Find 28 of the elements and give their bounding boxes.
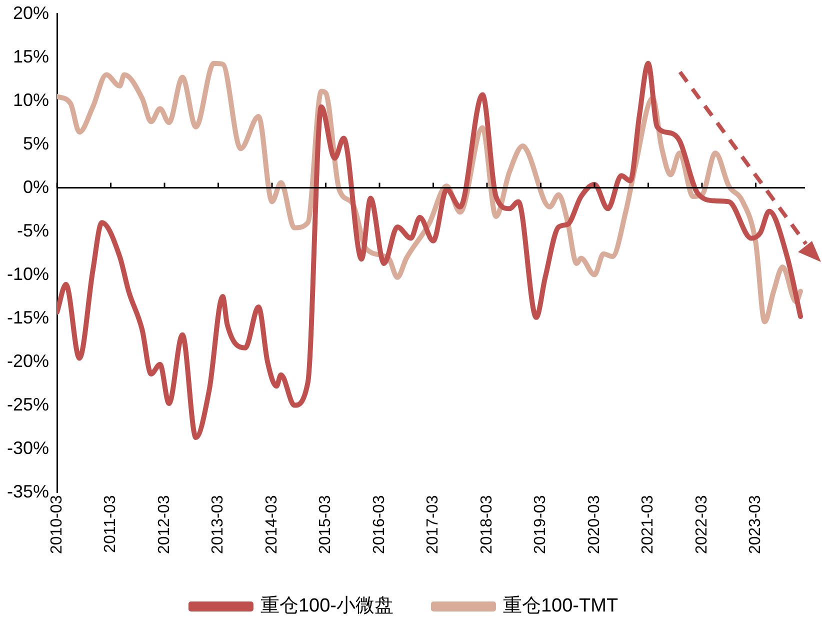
x-tick-label: 2018-03: [478, 495, 496, 554]
y-tick-label: -30%: [6, 438, 50, 458]
y-tick-label: -10%: [6, 264, 50, 284]
x-tick-label: 2010-03: [48, 495, 66, 554]
x-tick-label: 2023-03: [747, 495, 764, 554]
y-tick-label: -20%: [6, 350, 50, 371]
legend-label: 重仓100-小微盘: [260, 596, 394, 617]
legend-label: 重仓100-TMT: [502, 596, 618, 617]
x-tick-label: 2016-03: [370, 495, 388, 554]
x-tick-label: 2012-03: [156, 495, 173, 554]
y-tick-label: -25%: [6, 394, 50, 414]
x-tick-label: 2015-03: [317, 495, 334, 554]
y-tick-label: -15%: [6, 307, 50, 328]
x-tick-label: 2014-03: [263, 495, 280, 554]
x-tick-label: 2022-03: [693, 495, 710, 554]
y-tick-label: 10%: [12, 90, 50, 110]
x-tick-label: 2017-03: [424, 495, 442, 554]
y-tick-label: 20%: [12, 2, 50, 23]
x-tick-label: 2011-03: [102, 495, 120, 553]
y-tick-label: 5%: [23, 133, 50, 154]
y-tick-label: 0%: [23, 176, 50, 197]
x-tick-label: 2021-03: [640, 495, 657, 554]
y-tick-label: -5%: [17, 220, 50, 240]
x-tick-label: 2019-03: [532, 495, 550, 554]
x-tick-label: 2013-03: [210, 495, 227, 554]
y-tick-label: -35%: [6, 481, 50, 502]
x-tick-label: 2020-03: [586, 495, 603, 554]
y-tick-label: 15%: [12, 46, 50, 66]
